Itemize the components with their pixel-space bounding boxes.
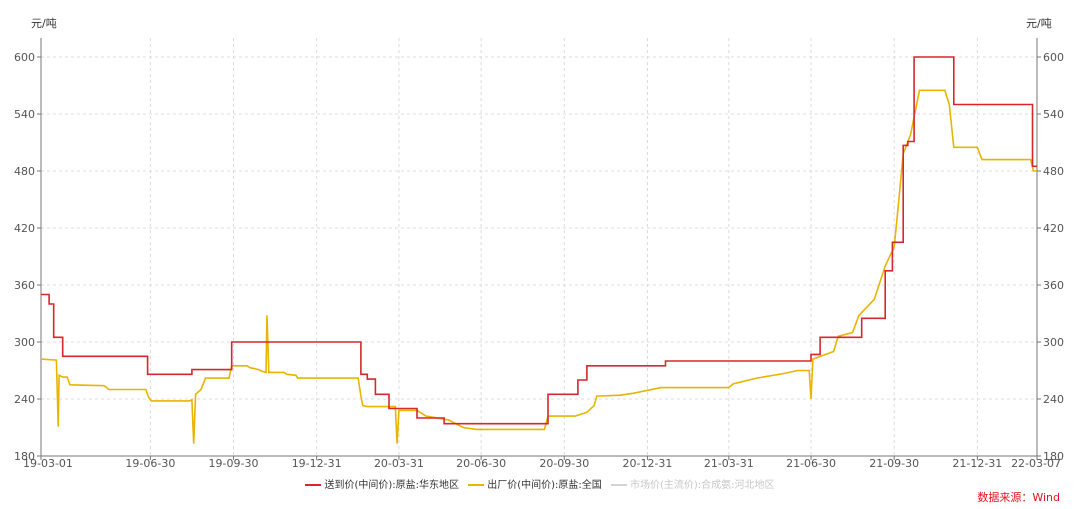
y-tick-label-left: 600: [14, 51, 35, 64]
y-tick-label-left: 420: [14, 222, 35, 235]
y-axis-unit-left: 元/吨: [31, 17, 57, 30]
legend-swatch-red: [305, 484, 322, 486]
y-tick-label-right: 240: [1043, 393, 1064, 406]
axis-layer: [37, 38, 1041, 460]
legend-swatch-yellow: [468, 484, 485, 486]
y-axis-unit-right: 元/吨: [1026, 17, 1052, 30]
y-tick-label-left: 360: [14, 279, 35, 292]
x-tick-label: 20-06-30: [456, 457, 506, 470]
y-tick-label-right: 420: [1043, 222, 1064, 235]
x-tick-label: 22-03-07: [1011, 457, 1061, 470]
y-tick-label-left: 180: [14, 450, 35, 463]
y-tick-label-left: 480: [14, 165, 35, 178]
legend-label: 市场价(主流价):合成氨:河北地区: [629, 480, 775, 491]
x-tick-label: 20-03-31: [374, 457, 424, 470]
y-tick-label-left: 240: [14, 393, 35, 406]
series-line-national-factory: [40, 89, 1037, 444]
y-tick-label-left: 300: [14, 336, 35, 349]
y-tick-label-right: 300: [1043, 336, 1064, 349]
legend-label: 出厂价(中间价):原盐:全国: [487, 480, 602, 491]
y-tick-label-right: 540: [1043, 108, 1064, 121]
tick-label-layer: 180 180 240 240 300 300 360 360 420 420 480 480 540 5…: [14, 51, 1064, 470]
series-line-east-china-delivered: [41, 56, 1037, 425]
legend-swatch-gray: [610, 484, 627, 486]
y-tick-label-left: 540: [14, 108, 35, 121]
x-tick-label: 21-06-30: [786, 457, 836, 470]
data-source-note: 数据来源：Wind: [977, 491, 1060, 504]
x-tick-label: 19-09-30: [209, 457, 259, 470]
legend-item-hebei-ammonia[interactable]: 市场价(主流价):合成氨:河北地区: [610, 476, 775, 491]
y-tick-label-right: 180: [1043, 450, 1064, 463]
x-tick-label: 19-03-01: [23, 457, 73, 470]
y-tick-label-right: 480: [1043, 165, 1064, 178]
grid-layer: [41, 38, 1037, 456]
x-tick-label: 21-03-31: [704, 457, 754, 470]
legend-item-east-china-delivered[interactable]: 送到价(中间价):原盐:华东地区: [305, 476, 459, 491]
x-tick-label: 19-12-31: [292, 457, 342, 470]
y-tick-label-right: 360: [1043, 279, 1064, 292]
x-tick-label: 20-12-31: [622, 457, 672, 470]
x-tick-label: 21-09-30: [869, 457, 919, 470]
chart-legend: 送到价(中间价):原盐:华东地区 出厂价(中间价):原盐:全国 市场价(主流价)…: [0, 476, 1080, 491]
series-layer: [40, 56, 1037, 444]
y-tick-label-right: 600: [1043, 51, 1064, 64]
legend-item-national-factory[interactable]: 出厂价(中间价):原盐:全国: [468, 476, 602, 491]
legend-label: 送到价(中间价):原盐:华东地区: [324, 480, 460, 491]
x-tick-label: 20-09-30: [539, 457, 589, 470]
x-tick-label: 21-12-31: [952, 457, 1002, 470]
x-tick-label: 19-06-30: [125, 457, 175, 470]
